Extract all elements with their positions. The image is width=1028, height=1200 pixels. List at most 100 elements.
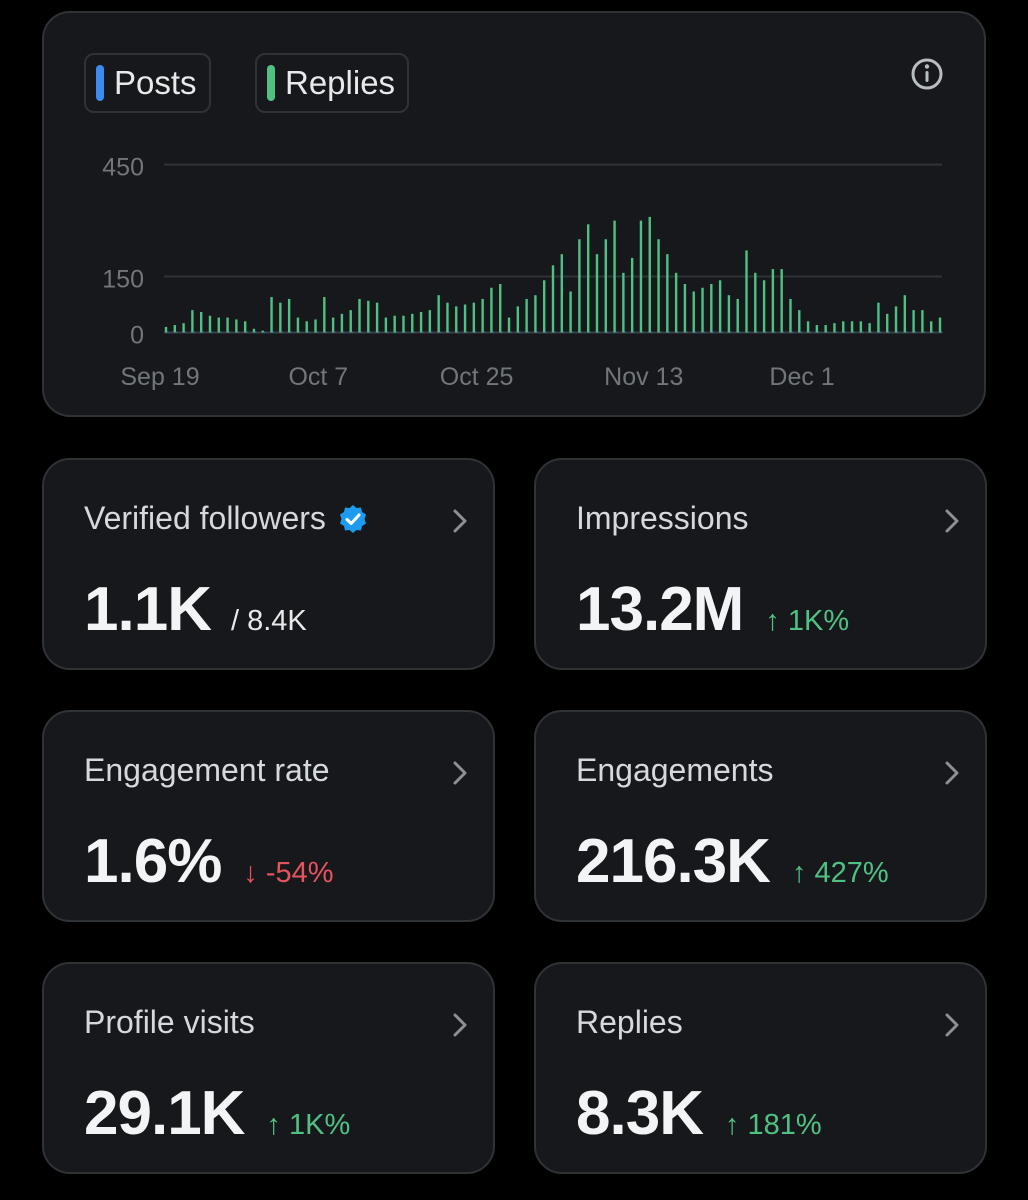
stat-value-row: 29.1K ↑ 1K% <box>84 1078 350 1149</box>
replies-bar <box>446 302 449 333</box>
stat-card-impressions[interactable]: Impressions 13.2M ↑ 1K% <box>534 458 987 670</box>
posts-bar <box>201 331 204 333</box>
replies-bar <box>595 254 599 333</box>
posts-bar <box>518 331 521 333</box>
posts-bar <box>500 331 503 333</box>
replies-bar <box>683 284 687 333</box>
replies-bar <box>930 321 933 333</box>
stat-value: 1.6% <box>84 827 222 896</box>
posts-bar <box>940 331 943 333</box>
posts-bar <box>922 331 925 333</box>
posts-bar <box>773 331 776 333</box>
posts-bar <box>228 331 231 333</box>
replies-bar <box>340 313 344 333</box>
posts-bar <box>623 331 626 333</box>
replies-bar <box>182 323 185 333</box>
posts-bar <box>747 331 749 333</box>
posts-bar <box>236 331 239 333</box>
replies-bar <box>525 298 528 333</box>
posts-bar <box>333 331 336 333</box>
stat-label: Verified followers <box>84 500 368 537</box>
replies-bar <box>208 315 212 333</box>
posts-bar <box>527 331 530 333</box>
replies-bar <box>507 317 511 333</box>
stat-delta: ↑ 427% <box>791 857 889 889</box>
posts-bar <box>342 331 345 333</box>
replies-bar <box>578 239 581 333</box>
replies-bar <box>217 317 220 333</box>
posts-bar <box>298 331 301 333</box>
stat-card-engagement-rate[interactable]: Engagement rate 1.6% ↓ -54% <box>42 710 495 922</box>
stat-card-verified-followers[interactable]: Verified followers 1.1K / 8.4K <box>42 458 495 670</box>
posts-bar <box>439 331 442 333</box>
chevron-right-icon <box>945 761 959 785</box>
replies-bar <box>481 298 484 333</box>
posts-bar <box>597 331 600 333</box>
replies-bar <box>815 325 819 333</box>
stat-label: Engagements <box>576 752 773 789</box>
replies-bar <box>490 287 493 333</box>
verified-badge-icon <box>339 504 366 533</box>
replies-bar <box>279 302 282 333</box>
replies-bar <box>692 291 695 333</box>
replies-bar <box>824 325 827 333</box>
replies-bar <box>437 295 440 333</box>
replies-bar <box>349 310 352 333</box>
replies-bar <box>323 297 326 333</box>
posts-bar <box>535 331 538 333</box>
posts-bar <box>544 331 547 333</box>
stat-card-profile-visits[interactable]: Profile visits 29.1K ↑ 1K% <box>42 962 495 1174</box>
posts-bar <box>632 331 635 333</box>
replies-bar <box>516 306 520 333</box>
replies-bar <box>657 239 660 333</box>
replies-bar <box>402 315 405 333</box>
replies-bar <box>173 325 176 333</box>
posts-bar <box>579 331 582 333</box>
replies-bar <box>622 272 625 333</box>
posts-bar <box>166 331 169 333</box>
replies-bar <box>630 257 634 333</box>
posts-bar <box>641 331 644 333</box>
replies-bar <box>868 323 871 333</box>
stat-value: 29.1K <box>84 1079 245 1148</box>
posts-bar <box>887 331 890 333</box>
posts-bar <box>395 331 398 333</box>
legend-posts-toggle[interactable]: Posts <box>84 53 211 113</box>
replies-bar <box>411 313 414 333</box>
x-tick-label: Oct 7 <box>288 363 348 391</box>
stat-value-row: 8.3K ↑ 181% <box>576 1078 822 1149</box>
posts-bar <box>456 331 459 333</box>
replies-bar <box>243 321 247 333</box>
posts-bar <box>834 331 837 333</box>
replies-bar <box>789 298 792 333</box>
replies-bar <box>877 302 880 333</box>
stat-card-engagements[interactable]: Engagements 216.3K ↑ 427% <box>534 710 987 922</box>
stat-label: Profile visits <box>84 1004 255 1041</box>
posts-bar <box>896 331 899 333</box>
replies-bar <box>903 295 907 333</box>
stat-label-text: Replies <box>576 1004 683 1040</box>
stat-label: Replies <box>576 1004 683 1041</box>
replies-bar <box>771 269 775 333</box>
replies-bar <box>419 311 423 333</box>
stat-value-row: 1.6% ↓ -54% <box>84 826 334 897</box>
info-icon[interactable] <box>910 57 944 91</box>
posts-bar <box>272 331 275 333</box>
posts-bar <box>403 331 406 333</box>
replies-bar <box>674 272 678 333</box>
posts-bar <box>588 331 591 333</box>
replies-color-swatch <box>267 65 275 101</box>
chevron-right-icon <box>453 761 467 785</box>
replies-bar <box>912 310 915 333</box>
activity-chart: 450 150 0 Sep 19 Oct 7 Oct 25 Nov 13 Dec 1 <box>102 154 943 391</box>
replies-bar <box>191 310 194 333</box>
stat-card-replies[interactable]: Replies 8.3K ↑ 181% <box>534 962 987 1174</box>
replies-bar <box>252 328 256 333</box>
posts-bar <box>659 331 662 333</box>
stat-total: / 8.4K <box>230 605 307 637</box>
legend-replies-toggle[interactable]: Replies <box>255 53 410 113</box>
y-tick-label: 450 <box>102 154 144 182</box>
replies-bar <box>604 239 607 333</box>
posts-bar <box>764 331 767 333</box>
chevron-right-icon <box>453 1013 467 1037</box>
